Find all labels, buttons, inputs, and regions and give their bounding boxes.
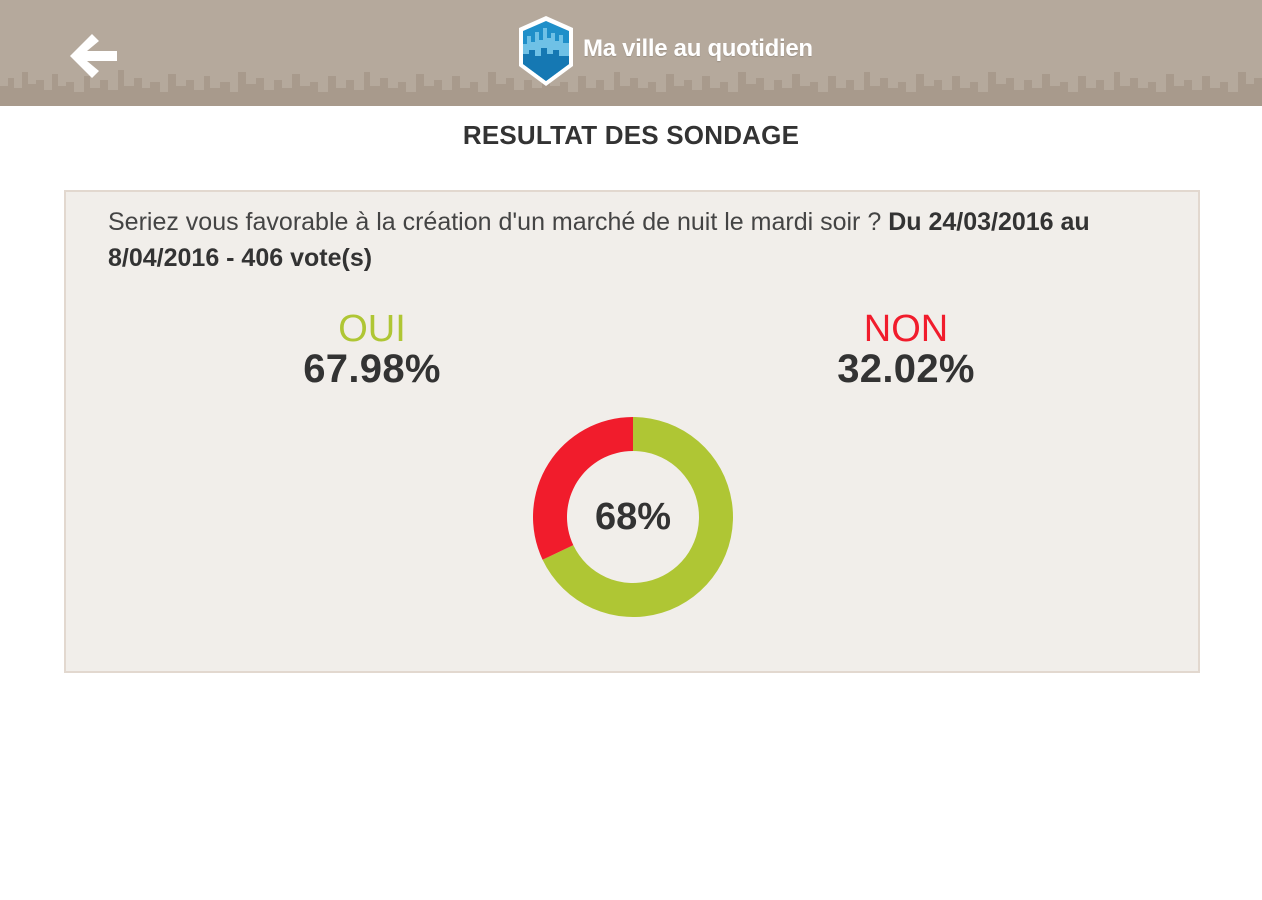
- donut-slice-oui: [542, 417, 733, 617]
- city-shield-logo: [519, 16, 573, 86]
- donut-center-label: 68%: [594, 495, 672, 538]
- option-non: NON 32.02%: [756, 310, 1056, 390]
- arrow-left-icon: [70, 34, 117, 78]
- option-non-label: NON: [863, 308, 949, 350]
- poll-question-text: Seriez vous favorable à la création d'un…: [108, 208, 889, 236]
- option-oui: OUI 67.98%: [222, 310, 522, 390]
- poll-question: Seriez vous favorable à la création d'un…: [108, 204, 1108, 276]
- city-skyline-decoration: [0, 70, 1262, 106]
- poll-result-card: Seriez vous favorable à la création d'un…: [64, 190, 1200, 673]
- app-title: Ma ville au quotidien: [583, 35, 813, 62]
- donut-chart-svg: [533, 417, 733, 617]
- app-header: Ma ville au quotidien: [0, 0, 1262, 106]
- back-button[interactable]: [62, 27, 122, 85]
- donut-chart: 68%: [532, 416, 734, 618]
- poll-dates-votes: Du 24/03/2016 au 8/04/2016 - 406 vote(s): [108, 208, 1090, 272]
- option-oui-percent: 67.98%: [303, 347, 441, 391]
- option-oui-label: OUI: [338, 308, 406, 350]
- brand: Ma ville au quotidien: [515, 14, 813, 88]
- donut-slice-non: [533, 417, 633, 560]
- option-non-percent: 32.02%: [837, 347, 975, 391]
- page-title: RESULTAT DES SONDAGE: [462, 120, 800, 150]
